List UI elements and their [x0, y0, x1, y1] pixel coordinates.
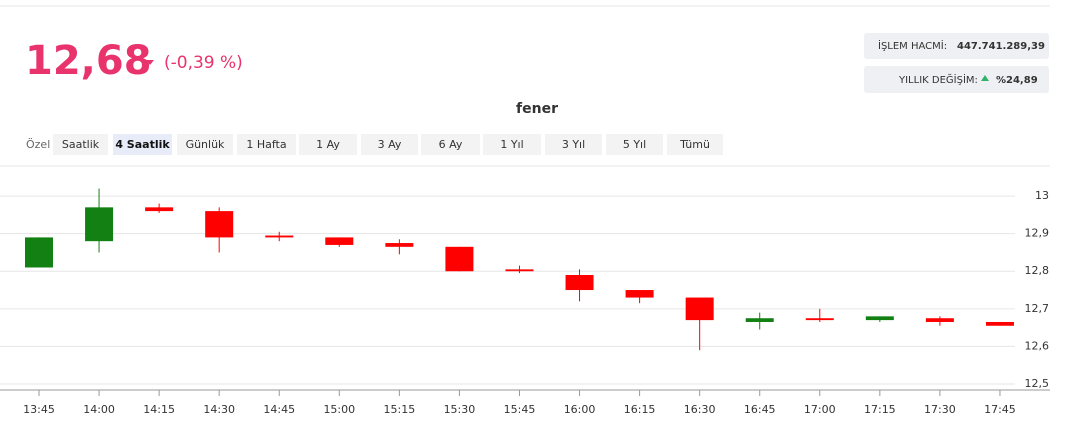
tab[interactable]: 1 Ay [316, 138, 340, 151]
x-tick-label: 17:45 [984, 403, 1016, 416]
tab[interactable]: Saatlik [62, 138, 100, 151]
x-tick-label: 17:15 [864, 403, 896, 416]
candle-body [85, 207, 114, 242]
y-tick-label: 12,6 [1025, 339, 1050, 352]
x-tick-label: 15:15 [384, 403, 416, 416]
tab[interactable]: 1 Hafta [246, 138, 286, 151]
x-tick-label: 16:30 [684, 403, 716, 416]
x-tick-label: 13:45 [23, 403, 55, 416]
stat-box [864, 66, 1049, 93]
x-tick-label: 14:00 [83, 403, 115, 416]
chart-title: fener [516, 101, 558, 117]
y-tick-label: 12,9 [1025, 227, 1050, 240]
tab-bg[interactable] [237, 134, 296, 155]
y-tick-label: 12,8 [1025, 264, 1050, 277]
tab-bg[interactable] [545, 134, 602, 155]
x-tick-label: 14:30 [203, 403, 235, 416]
x-tick-label: 16:15 [624, 403, 656, 416]
stat-label: İŞLEM HACMİ: [878, 39, 947, 52]
candle-body [865, 316, 894, 321]
candle-body [985, 321, 1014, 326]
tab[interactable]: 1 Yıl [500, 138, 523, 151]
candle-body [565, 275, 594, 291]
tabs-label: Özel [26, 138, 50, 151]
tab-bg[interactable] [667, 134, 723, 155]
candle-body [805, 318, 834, 321]
candle-body [25, 237, 53, 268]
y-tick-label: 12,5 [1025, 377, 1050, 390]
tab[interactable]: 6 Ay [439, 138, 463, 151]
tab[interactable]: 3 Yıl [562, 138, 585, 151]
tab-bg[interactable] [361, 134, 418, 155]
y-tick-label: 13 [1035, 189, 1049, 202]
candle-body [745, 318, 774, 322]
x-tick-label: 15:00 [323, 403, 355, 416]
x-tick-label: 17:30 [924, 403, 956, 416]
candle-body [205, 211, 234, 238]
price-change: (-0,39 %) [164, 53, 243, 73]
candle-body [925, 318, 954, 322]
candle-body [625, 290, 654, 298]
tab-bg[interactable] [299, 134, 357, 155]
candle-body [685, 297, 714, 321]
candle-body [505, 269, 534, 272]
candle-body [265, 235, 294, 238]
tab[interactable]: 3 Ay [378, 138, 402, 151]
x-tick-label: 15:45 [504, 403, 536, 416]
x-tick-label: 17:00 [804, 403, 836, 416]
tab-bg[interactable] [421, 134, 480, 155]
stat-value: 447.741.289,39 [957, 41, 1045, 52]
tab-bg[interactable] [53, 134, 108, 155]
tab[interactable]: 5 Yıl [623, 138, 646, 151]
up-arrow [981, 75, 989, 81]
x-tick-label: 14:45 [263, 403, 295, 416]
tab-bg[interactable] [177, 134, 233, 155]
x-tick-label: 16:00 [564, 403, 596, 416]
candle-body [445, 246, 474, 272]
stat-label: YILLIK DEĞİŞİM: [898, 73, 978, 86]
stat-box [864, 33, 1049, 59]
stat-value: %24,89 [996, 75, 1038, 86]
x-tick-label: 16:45 [744, 403, 776, 416]
price: 12,68 [25, 38, 152, 84]
tab-bg[interactable] [113, 134, 172, 155]
down-arrow [146, 60, 154, 65]
tab-bg[interactable] [483, 134, 541, 155]
candle-body [145, 207, 174, 212]
tab-bg[interactable] [606, 134, 663, 155]
tab[interactable]: 4 Saatlik [115, 138, 170, 151]
tab[interactable]: Günlük [186, 138, 225, 151]
candle-body [385, 243, 414, 247]
candle-body [325, 237, 354, 245]
x-tick-label: 15:30 [444, 403, 476, 416]
tab[interactable]: Tümü [679, 138, 710, 151]
x-tick-label: 14:15 [143, 403, 175, 416]
y-tick-label: 12,7 [1025, 302, 1050, 315]
